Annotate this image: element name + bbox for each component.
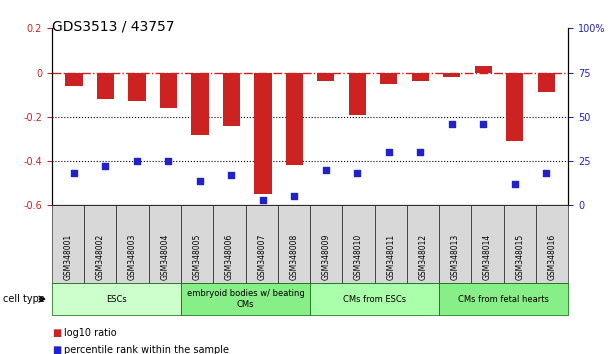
Bar <box>128 73 145 101</box>
Text: GSM348010: GSM348010 <box>354 233 363 280</box>
Bar <box>349 73 366 115</box>
Point <box>132 158 142 164</box>
Text: GSM348012: GSM348012 <box>419 234 428 280</box>
Bar <box>538 73 555 92</box>
Text: GSM348013: GSM348013 <box>451 233 460 280</box>
Bar <box>223 73 240 126</box>
Text: GSM348004: GSM348004 <box>160 233 169 280</box>
Text: cell type: cell type <box>3 294 45 304</box>
Point <box>195 178 205 183</box>
Text: GSM348005: GSM348005 <box>192 233 202 280</box>
Point <box>164 158 174 164</box>
Point <box>290 194 299 199</box>
Text: CMs from ESCs: CMs from ESCs <box>343 295 406 304</box>
Bar <box>475 66 492 73</box>
Text: CMs from fetal hearts: CMs from fetal hearts <box>458 295 549 304</box>
Text: GSM348001: GSM348001 <box>64 233 73 280</box>
Point <box>384 149 393 155</box>
Text: GSM348016: GSM348016 <box>547 233 557 280</box>
Bar <box>97 73 114 99</box>
Bar <box>412 73 429 81</box>
Text: GSM348006: GSM348006 <box>225 233 234 280</box>
Text: GSM348007: GSM348007 <box>257 233 266 280</box>
Text: embryoid bodies w/ beating
CMs: embryoid bodies w/ beating CMs <box>187 290 304 309</box>
Point <box>447 121 456 127</box>
Bar <box>254 73 271 194</box>
Point <box>258 197 268 203</box>
Text: GSM348014: GSM348014 <box>483 233 492 280</box>
Bar <box>443 73 461 77</box>
Text: ESCs: ESCs <box>106 295 127 304</box>
Bar <box>317 73 334 81</box>
Point <box>227 172 236 178</box>
Point <box>321 167 331 173</box>
Bar <box>380 73 397 84</box>
Point <box>353 171 362 176</box>
Text: percentile rank within the sample: percentile rank within the sample <box>64 346 229 354</box>
Text: log10 ratio: log10 ratio <box>64 328 117 338</box>
Bar <box>191 73 208 135</box>
Point <box>541 171 551 176</box>
Bar <box>506 73 524 141</box>
Point <box>415 149 425 155</box>
Text: GSM348009: GSM348009 <box>322 233 331 280</box>
Text: GSM348003: GSM348003 <box>128 233 137 280</box>
Point <box>510 181 519 187</box>
Point <box>101 164 111 169</box>
Bar <box>65 73 82 86</box>
Point <box>69 171 79 176</box>
Point <box>478 121 488 127</box>
Text: ■: ■ <box>52 346 61 354</box>
Bar <box>159 73 177 108</box>
Text: GSM348002: GSM348002 <box>96 233 105 280</box>
Text: GSM348008: GSM348008 <box>290 233 298 280</box>
Text: GDS3513 / 43757: GDS3513 / 43757 <box>52 19 174 34</box>
Text: GSM348011: GSM348011 <box>386 234 395 280</box>
Text: GSM348015: GSM348015 <box>515 233 524 280</box>
Text: ■: ■ <box>52 328 61 338</box>
Bar <box>286 73 303 166</box>
